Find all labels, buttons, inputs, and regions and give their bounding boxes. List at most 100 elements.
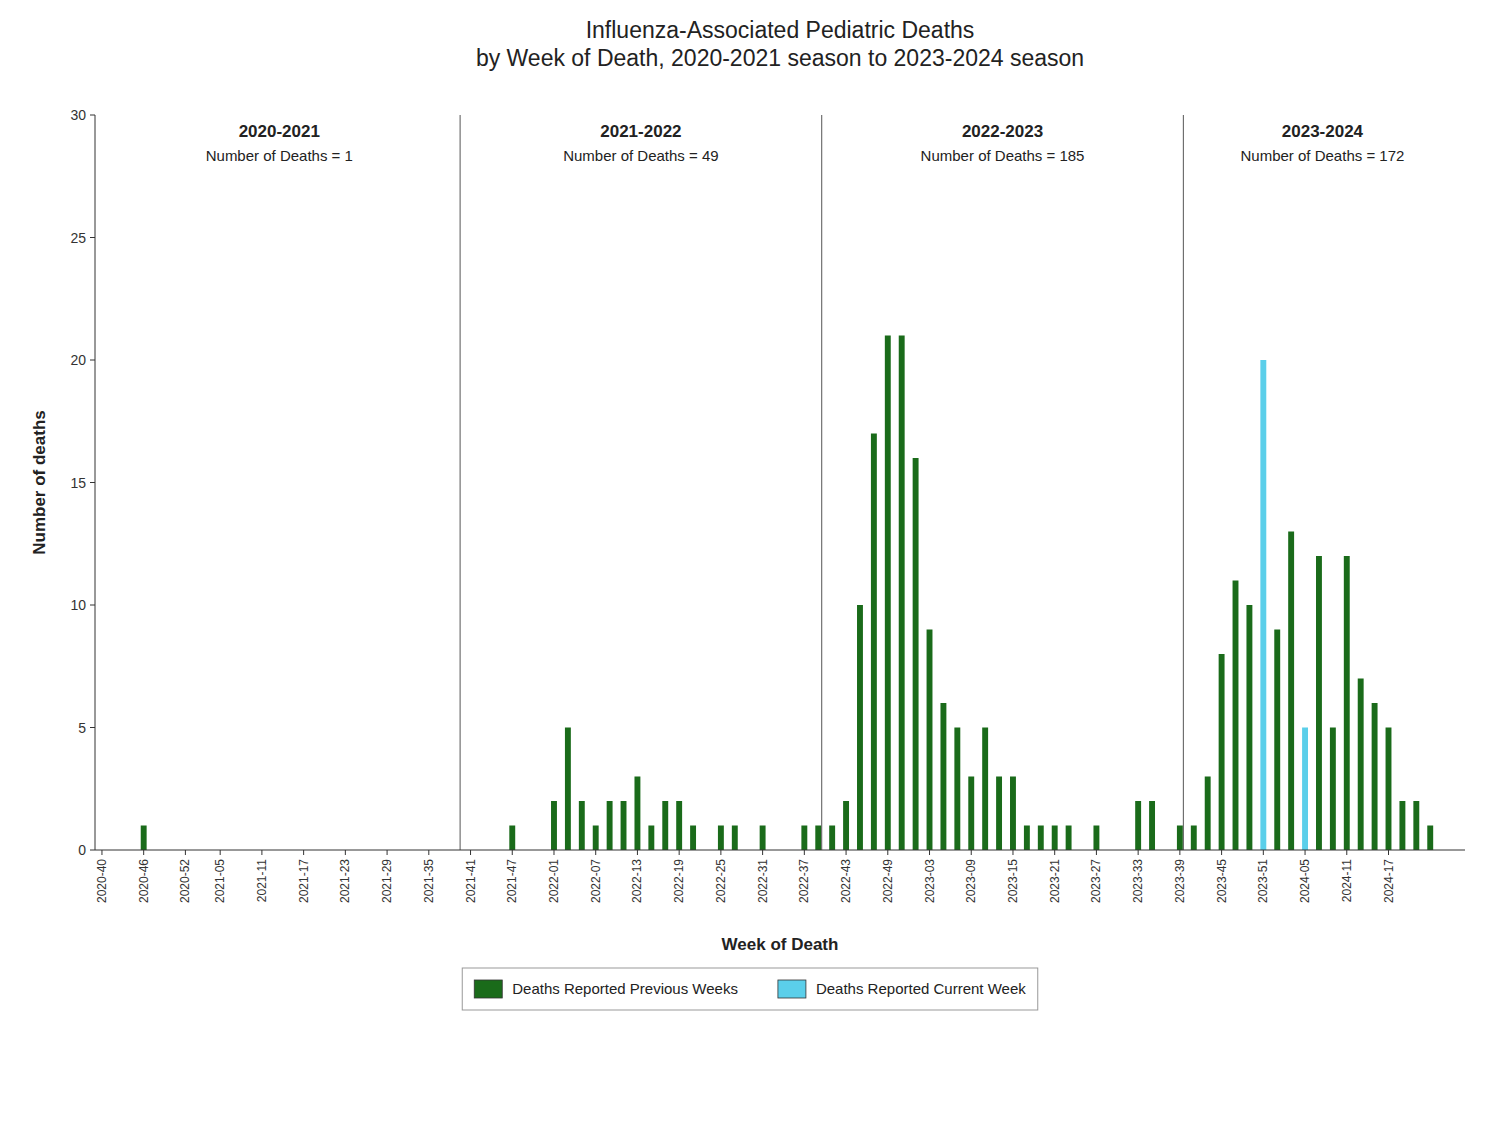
x-tick-label: 2022-19 — [672, 859, 686, 903]
x-tick — [1138, 850, 1139, 855]
x-tick-label: 2021-17 — [297, 859, 311, 903]
x-tick — [345, 850, 346, 855]
x-tick-label: 2021-23 — [338, 859, 352, 903]
x-tick — [1305, 850, 1306, 855]
bar — [940, 703, 946, 850]
x-tick-label: 2022-31 — [756, 859, 770, 903]
bar — [1386, 728, 1392, 851]
x-tick-label: 2023-33 — [1131, 859, 1145, 903]
y-tick — [90, 482, 95, 483]
bar — [1302, 728, 1308, 851]
x-tick — [1263, 850, 1264, 855]
x-tick-label: 2022-37 — [797, 859, 811, 903]
x-tick — [804, 850, 805, 855]
season-label: 2023-2024 — [1282, 122, 1364, 141]
bar — [1330, 728, 1336, 851]
bar — [1399, 801, 1405, 850]
y-tick — [90, 115, 95, 116]
bar — [1052, 826, 1058, 851]
x-tick-label: 2023-45 — [1215, 859, 1229, 903]
bar — [676, 801, 682, 850]
x-tick — [303, 850, 304, 855]
x-tick-label: 2023-21 — [1048, 859, 1062, 903]
bar — [648, 826, 654, 851]
season-deaths: Number of Deaths = 172 — [1241, 147, 1405, 164]
x-tick — [1179, 850, 1180, 855]
bar — [996, 777, 1002, 851]
bar — [801, 826, 807, 851]
x-tick-label: 2020-40 — [95, 859, 109, 903]
y-tick — [90, 237, 95, 238]
x-tick-label: 2024-05 — [1298, 859, 1312, 903]
bar — [871, 434, 877, 851]
x-tick-label: 2023-39 — [1173, 859, 1187, 903]
x-tick — [185, 850, 186, 855]
y-tick-label: 15 — [70, 475, 86, 491]
x-tick — [1346, 850, 1347, 855]
bar — [1219, 654, 1225, 850]
bar — [968, 777, 974, 851]
x-tick-label: 2024-17 — [1382, 859, 1396, 903]
bar — [1233, 581, 1239, 851]
bar — [607, 801, 613, 850]
x-tick-label: 2022-43 — [839, 859, 853, 903]
x-tick-label: 2021-47 — [505, 859, 519, 903]
x-tick — [1221, 850, 1222, 855]
y-tick — [90, 605, 95, 606]
bar — [1260, 360, 1266, 850]
bar — [760, 826, 766, 851]
y-tick-label: 10 — [70, 597, 86, 613]
x-tick — [143, 850, 144, 855]
bar — [621, 801, 627, 850]
season-divider — [460, 115, 461, 850]
x-tick-label: 2021-41 — [464, 859, 478, 903]
x-tick — [887, 850, 888, 855]
x-tick-label: 2021-35 — [422, 859, 436, 903]
x-tick — [428, 850, 429, 855]
bar — [1010, 777, 1016, 851]
x-tick — [1388, 850, 1389, 855]
x-tick — [1054, 850, 1055, 855]
x-tick — [261, 850, 262, 855]
legend-swatch — [474, 980, 502, 998]
x-tick — [470, 850, 471, 855]
background — [0, 0, 1500, 1125]
x-tick-label: 2023-09 — [964, 859, 978, 903]
bar — [1372, 703, 1378, 850]
x-tick-label: 2023-51 — [1256, 859, 1270, 903]
x-tick-label: 2020-52 — [178, 859, 192, 903]
y-axis-label: Number of deaths — [30, 410, 49, 555]
bar — [1288, 532, 1294, 851]
x-tick-label: 2020-46 — [137, 859, 151, 903]
season-label: 2021-2022 — [600, 122, 681, 141]
bar — [927, 630, 933, 851]
bar — [1093, 826, 1099, 851]
bar — [1344, 556, 1350, 850]
bar — [885, 336, 891, 851]
x-tick-label: 2023-15 — [1006, 859, 1020, 903]
bar — [690, 826, 696, 851]
x-tick — [971, 850, 972, 855]
bar — [954, 728, 960, 851]
x-tick — [762, 850, 763, 855]
y-tick-label: 0 — [78, 842, 86, 858]
x-tick-label: 2023-03 — [923, 859, 937, 903]
bar — [843, 801, 849, 850]
bar — [815, 826, 821, 851]
bar — [982, 728, 988, 851]
bar — [1191, 826, 1197, 851]
season-label: 2022-2023 — [962, 122, 1043, 141]
legend-frame — [462, 968, 1038, 1010]
x-tick-label: 2022-13 — [630, 859, 644, 903]
bar — [1246, 605, 1252, 850]
bar — [1038, 826, 1044, 851]
season-divider — [1183, 115, 1184, 850]
x-tick — [846, 850, 847, 855]
title: Influenza-Associated Pediatric Deathsby … — [476, 17, 1084, 71]
bar — [1135, 801, 1141, 850]
bar — [899, 336, 905, 851]
bar — [1205, 777, 1211, 851]
x-tick-label: 2023-27 — [1089, 859, 1103, 903]
season-label: 2020-2021 — [239, 122, 320, 141]
x-tick-label: 2024-11 — [1340, 859, 1354, 902]
